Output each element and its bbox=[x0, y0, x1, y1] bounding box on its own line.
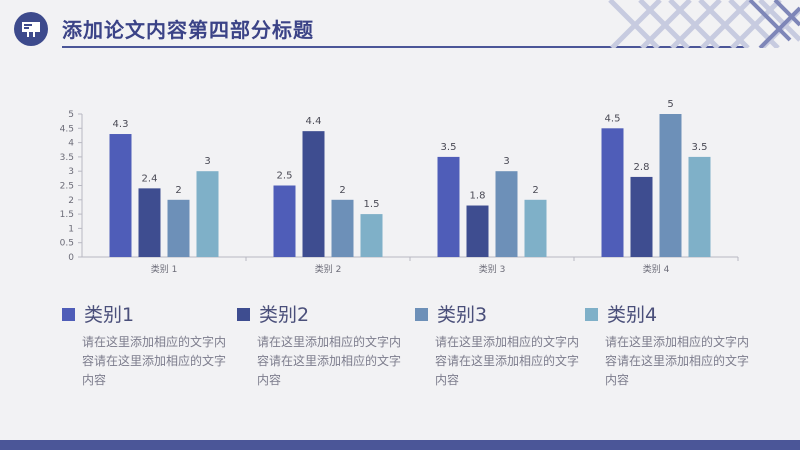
y-tick-label: 1 bbox=[68, 224, 74, 234]
y-tick-label: 2 bbox=[68, 196, 74, 206]
bar bbox=[331, 199, 354, 257]
bar bbox=[138, 188, 161, 257]
data-label: 2 bbox=[175, 185, 181, 196]
bar bbox=[302, 131, 325, 257]
y-tick-label: 3 bbox=[68, 167, 74, 177]
y-tick-label: 4.5 bbox=[60, 124, 74, 134]
page-title: 添加论文内容第四部分标题 bbox=[62, 18, 314, 42]
legend-label-3: 类别3 bbox=[437, 304, 488, 326]
bar bbox=[109, 134, 132, 257]
y-tick-label: 4 bbox=[68, 139, 74, 149]
data-label: 2.8 bbox=[634, 162, 650, 173]
category-label: 类别 2 bbox=[315, 263, 342, 275]
bar bbox=[601, 128, 624, 257]
bar-chart: 0 0.5 1 1.5 2 2.5 3 3.5 4 4.5 5 4.3 2.4 2 3 类别 1 2.5 4.4 2… bbox=[60, 99, 739, 275]
data-label: 3.5 bbox=[692, 142, 708, 153]
bar bbox=[630, 176, 653, 257]
data-label: 4.4 bbox=[306, 116, 322, 127]
y-tick-label: 2.5 bbox=[60, 182, 74, 192]
bar bbox=[659, 114, 682, 257]
data-label: 3 bbox=[204, 156, 210, 167]
bar bbox=[273, 185, 296, 257]
bar bbox=[524, 199, 547, 257]
decorative-lattice bbox=[608, 0, 800, 48]
bar bbox=[495, 171, 518, 257]
data-label: 1.5 bbox=[364, 199, 380, 210]
category-label: 类别 1 bbox=[151, 263, 178, 275]
data-label: 3.5 bbox=[441, 142, 457, 153]
y-tick-label: 0 bbox=[68, 253, 74, 263]
bar bbox=[688, 156, 711, 257]
data-label: 1.8 bbox=[470, 191, 486, 202]
legend-label-1: 类别1 bbox=[84, 304, 135, 326]
data-label: 2.4 bbox=[142, 173, 158, 184]
legend-desc-3: 请在这里添加相应的文字内容请在这里添加相应的文字内容 bbox=[435, 335, 580, 387]
legend-desc-1: 请在这里添加相应的文字内容请在这里添加相应的文字内容 bbox=[82, 335, 227, 387]
data-label: 4.5 bbox=[605, 113, 621, 124]
data-label: 3 bbox=[503, 156, 509, 167]
y-tick-label: 1.5 bbox=[60, 210, 74, 220]
footer-bar bbox=[0, 440, 800, 450]
bar bbox=[167, 199, 190, 257]
bar bbox=[466, 205, 489, 257]
title-divider bbox=[62, 46, 747, 48]
presentation-board-icon bbox=[14, 12, 48, 46]
legend-swatch-3 bbox=[415, 308, 428, 321]
data-label: 2 bbox=[532, 185, 538, 196]
bar bbox=[360, 214, 383, 257]
legend-desc-4: 请在这里添加相应的文字内容请在这里添加相应的文字内容 bbox=[605, 335, 750, 387]
data-label: 2.5 bbox=[277, 171, 293, 182]
legend-label-4: 类别4 bbox=[607, 304, 658, 326]
y-tick-label: 5 bbox=[68, 110, 74, 120]
legend-label-2: 类别2 bbox=[259, 304, 310, 326]
bar bbox=[196, 171, 219, 257]
data-label: 5 bbox=[667, 99, 673, 110]
legend-swatch-4 bbox=[585, 308, 598, 321]
data-label: 2 bbox=[339, 185, 345, 196]
category-label: 类别 3 bbox=[479, 263, 506, 275]
legend-swatch-2 bbox=[237, 308, 250, 321]
legend-swatch-1 bbox=[62, 308, 75, 321]
legend-desc-2: 请在这里添加相应的文字内容请在这里添加相应的文字内容 bbox=[257, 335, 402, 387]
category-label: 类别 4 bbox=[643, 263, 670, 275]
y-tick-label: 0.5 bbox=[60, 239, 74, 249]
y-tick-label: 3.5 bbox=[60, 153, 74, 163]
bar bbox=[437, 156, 460, 257]
data-label: 4.3 bbox=[113, 119, 129, 130]
